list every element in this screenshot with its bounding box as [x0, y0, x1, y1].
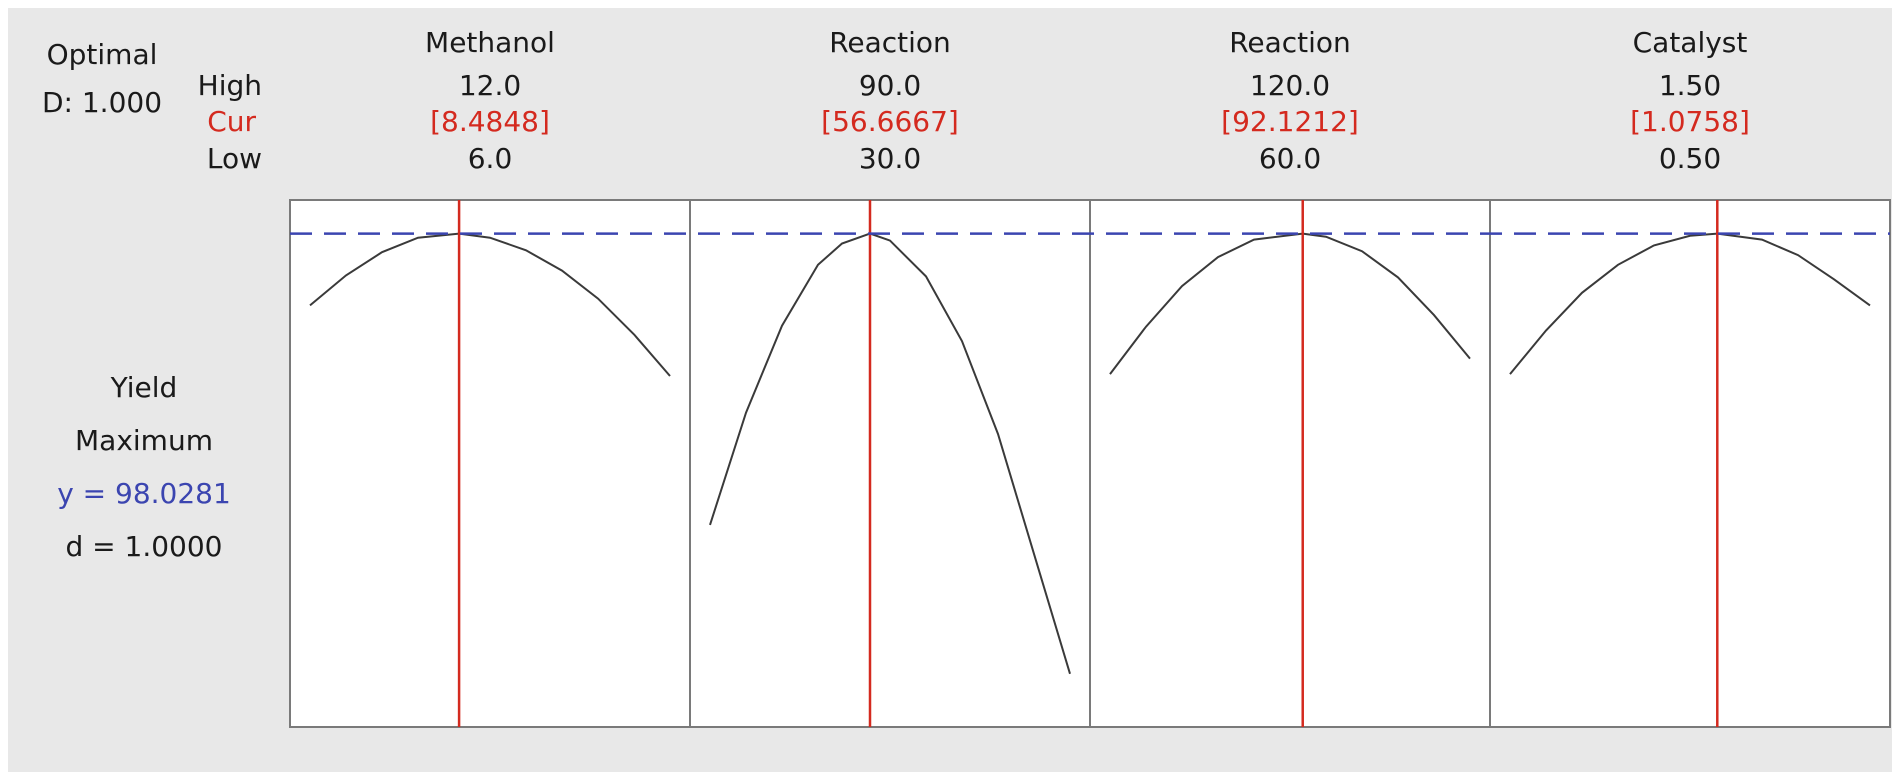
factor-current-value: [92.1212]: [1221, 105, 1359, 138]
factor-panel: [1089, 199, 1491, 728]
factor-high-value: 1.50: [1659, 69, 1721, 102]
factor-high-value: 12.0: [459, 69, 521, 102]
factor-name: Catalyst: [1633, 26, 1748, 59]
row-label-low: Low: [207, 142, 262, 175]
factor-high-value: 120.0: [1250, 69, 1330, 102]
factor-name: Methanol: [425, 26, 555, 59]
response-y-value: y = 98.0281: [57, 477, 231, 510]
factor-low-value: 6.0: [468, 142, 513, 175]
factor-low-value: 0.50: [1659, 142, 1721, 175]
optimal-label: Optimal: [47, 38, 158, 71]
response-d-value: d = 1.0000: [65, 530, 222, 563]
factor-low-value: 30.0: [859, 142, 921, 175]
response-curve: [1509, 232, 1871, 375]
row-label-cur: Cur: [207, 105, 256, 138]
factor-name: Reaction: [1229, 26, 1351, 59]
factor-name: Reaction: [829, 26, 951, 59]
factor-current-value: [1.0758]: [1630, 105, 1750, 138]
factor-low-value: 60.0: [1259, 142, 1321, 175]
response-curve: [309, 232, 671, 377]
row-label-high: High: [198, 69, 262, 102]
response-name: Yield: [110, 371, 178, 404]
factor-current-value: [56.6667]: [821, 105, 959, 138]
response-goal: Maximum: [75, 424, 213, 457]
factor-high-value: 90.0: [859, 69, 921, 102]
response-curve: [709, 232, 1071, 675]
factor-panel: [689, 199, 1091, 728]
factor-panel: [1489, 199, 1891, 728]
optimal-d-value: D: 1.000: [42, 86, 162, 119]
factor-current-value: [8.4848]: [430, 105, 550, 138]
factor-panel: [289, 199, 691, 728]
